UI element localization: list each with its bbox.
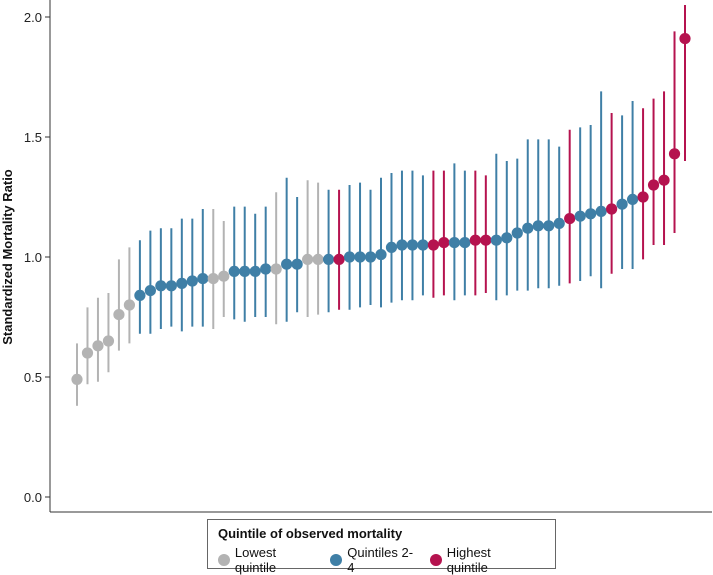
data-point — [396, 239, 408, 251]
y-tick-label: 0.5 — [24, 370, 42, 385]
legend-marker-middle — [330, 554, 343, 566]
legend-item-lowest: Lowest quintile — [218, 545, 320, 575]
data-point — [406, 239, 419, 251]
data-point — [113, 309, 125, 321]
legend-item-highest: Highest quintile — [429, 545, 535, 575]
data-point — [616, 198, 628, 210]
data-point — [417, 239, 429, 251]
y-tick-label: 2.0 — [24, 10, 42, 25]
data-point — [81, 347, 94, 359]
legend-items: Lowest quintile Quintiles 2-4 Highest qu… — [218, 545, 545, 575]
data-point — [679, 33, 691, 45]
data-point — [490, 234, 502, 246]
data-point — [92, 340, 104, 352]
chart-axes — [49, 0, 712, 513]
legend-marker-highest — [429, 554, 442, 566]
data-point — [469, 234, 481, 246]
data-point — [354, 251, 366, 263]
data-point — [291, 258, 303, 270]
data-point — [134, 289, 146, 301]
data-point — [343, 251, 356, 263]
data-marks — [71, 5, 691, 406]
data-point — [302, 253, 314, 265]
data-point — [322, 253, 335, 265]
data-point — [385, 241, 398, 253]
data-point — [239, 265, 251, 277]
data-point — [427, 239, 440, 251]
data-point — [532, 220, 544, 232]
data-point — [375, 249, 387, 261]
legend-marker-lowest — [218, 554, 230, 566]
data-point — [176, 277, 188, 289]
data-point — [312, 253, 324, 265]
data-point — [144, 285, 156, 297]
data-point — [637, 191, 649, 203]
data-point — [553, 217, 565, 229]
data-point — [123, 299, 136, 311]
data-point — [459, 237, 471, 249]
y-axis-label: Standardized Mortality Ratio — [0, 169, 15, 345]
data-point — [165, 280, 177, 292]
data-point — [606, 203, 618, 215]
y-tick-label: 1.5 — [24, 130, 42, 145]
data-point — [668, 148, 681, 160]
legend-label-lowest: Lowest quintile — [234, 545, 277, 575]
data-point — [260, 263, 272, 275]
legend-title: Quintile of observed mortality — [218, 526, 403, 541]
data-point — [71, 373, 83, 385]
data-point — [249, 265, 261, 277]
data-point — [333, 253, 345, 265]
data-point — [543, 220, 555, 232]
data-point — [626, 193, 639, 205]
legend-label-middle: Quintiles 2-4 — [347, 545, 414, 575]
data-point — [522, 222, 534, 234]
data-point — [155, 280, 167, 292]
data-point — [647, 179, 660, 191]
y-tick-label: 0.0 — [24, 490, 42, 505]
data-point — [186, 275, 198, 287]
data-point — [501, 232, 513, 244]
data-point — [511, 227, 523, 239]
data-point — [564, 213, 576, 225]
data-point — [658, 174, 670, 186]
data-point — [228, 265, 240, 277]
data-point — [218, 270, 230, 282]
data-point — [197, 273, 209, 285]
y-tick-label: 1.0 — [24, 250, 42, 265]
data-point — [364, 251, 377, 263]
data-point — [438, 237, 450, 249]
y-tick-labels: 0.0 0.5 1.0 1.5 2.0 — [24, 10, 50, 505]
data-point — [270, 263, 282, 275]
data-point — [574, 210, 586, 222]
data-point — [448, 237, 460, 249]
data-point — [480, 234, 492, 246]
legend-item-middle: Quintiles 2-4 — [330, 545, 419, 575]
data-point — [281, 258, 293, 270]
data-point — [102, 335, 115, 347]
legend-label-highest: Highest quintile — [446, 545, 491, 575]
data-point — [595, 205, 607, 217]
data-point — [585, 208, 597, 220]
data-point — [207, 273, 219, 285]
legend: Quintile of observed mortality Lowest qu… — [207, 519, 556, 575]
